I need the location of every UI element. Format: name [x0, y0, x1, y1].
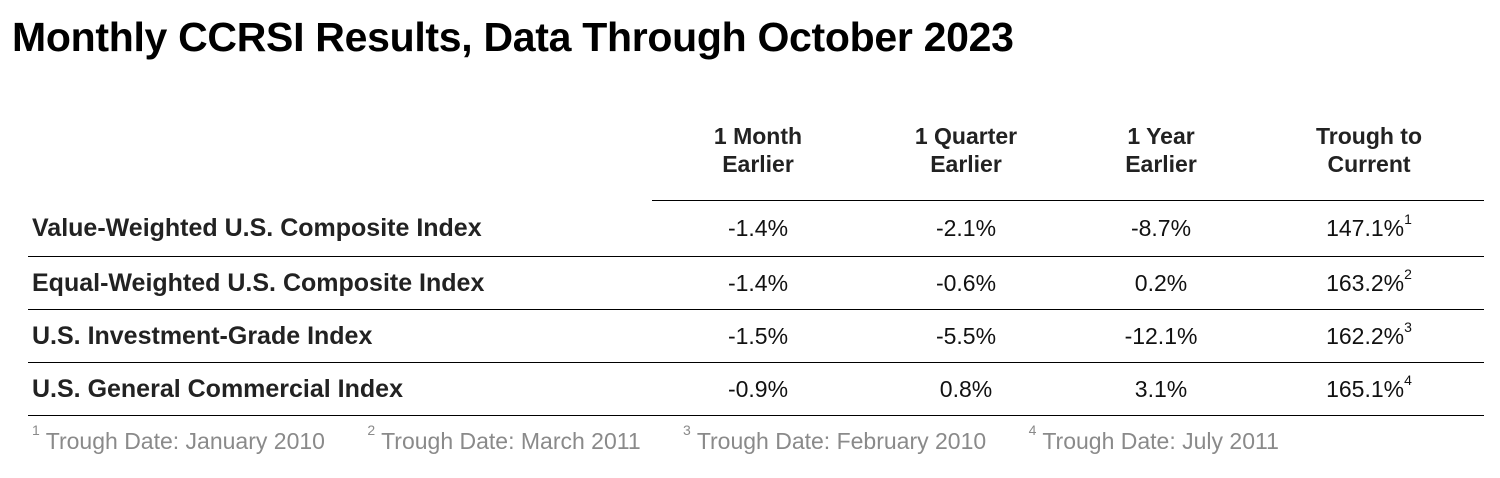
trough-value: 147.1%: [1326, 215, 1405, 241]
footnote-number: 3: [683, 422, 691, 438]
table-row: Equal-Weighted U.S. Composite Index -1.4…: [28, 256, 1484, 310]
column-header-line: Earlier: [1125, 151, 1197, 177]
cell-1-quarter: -5.5%: [864, 309, 1068, 363]
footnote-text: Trough Date: July 2011: [1042, 428, 1279, 454]
column-header-line: Earlier: [930, 151, 1002, 177]
column-header-line: 1 Month: [713, 123, 803, 149]
column-header-trough-to-current: Trough to Current: [1254, 118, 1484, 201]
table-row: Value-Weighted U.S. Composite Index -1.4…: [28, 200, 1484, 257]
column-header-line: Current: [1327, 151, 1411, 177]
cell-1-quarter: -2.1%: [864, 200, 1068, 257]
footnotes: 1 Trough Date: January 2010 2 Trough Dat…: [32, 422, 1315, 455]
footnote-marker: 1: [1404, 211, 1412, 227]
column-header-line: 1 Quarter: [914, 123, 1018, 149]
column-header-line: 1 Year: [1127, 123, 1195, 149]
footnote-marker: 4: [1404, 371, 1412, 388]
row-label: U.S. General Commercial Index: [28, 362, 652, 416]
footnote-item: 3 Trough Date: February 2010: [683, 422, 987, 455]
footnote-text: Trough Date: March 2011: [381, 428, 641, 454]
row-label: U.S. Investment-Grade Index: [28, 309, 652, 363]
cell-trough-to-current: 165.1%4: [1254, 362, 1484, 416]
trough-value: 163.2%: [1326, 269, 1405, 296]
row-label: Equal-Weighted U.S. Composite Index: [28, 256, 652, 310]
cell-trough-to-current: 162.2%3: [1254, 309, 1484, 363]
column-header-1-year: 1 Year Earlier: [1068, 118, 1254, 201]
footnote-marker: 3: [1404, 318, 1412, 335]
cell-1-year: -12.1%: [1068, 309, 1254, 363]
column-header-1-quarter: 1 Quarter Earlier: [864, 118, 1068, 201]
footnote-marker: 2: [1404, 265, 1412, 282]
column-header-line: Earlier: [722, 151, 794, 177]
footnote-text: Trough Date: February 2010: [696, 428, 987, 454]
table-header-row: 1 Month Earlier 1 Quarter Earlier 1 Year Ea…: [28, 118, 1484, 201]
footnote-item: 2 Trough Date: March 2011: [367, 422, 641, 455]
cell-1-month: -1.5%: [652, 309, 864, 363]
footnote-number: 2: [367, 422, 376, 438]
results-table: 1 Month Earlier 1 Quarter Earlier 1 Year Ea…: [28, 118, 1484, 416]
cell-trough-to-current: 163.2%2: [1254, 256, 1484, 310]
trough-value: 162.2%: [1326, 322, 1405, 349]
header-corner: [28, 118, 652, 201]
footnote-item: 1 Trough Date: January 2010: [32, 422, 325, 455]
cell-1-quarter: -0.6%: [864, 256, 1068, 310]
footnote-number: 4: [1028, 422, 1037, 438]
row-label: Value-Weighted U.S. Composite Index: [28, 200, 652, 257]
page-title: Monthly CCRSI Results, Data Through Octo…: [12, 14, 1014, 60]
cell-1-quarter: 0.8%: [864, 362, 1068, 416]
column-header-line: Trough to: [1315, 123, 1423, 149]
cell-1-month: -0.9%: [652, 362, 864, 416]
cell-1-year: 0.2%: [1068, 256, 1254, 310]
column-header-1-month: 1 Month Earlier: [652, 118, 864, 201]
footnote-item: 4 Trough Date: July 2011: [1029, 422, 1279, 455]
cell-1-month: -1.4%: [652, 200, 864, 257]
footnote-number: 1: [32, 422, 40, 438]
cell-1-year: 3.1%: [1068, 362, 1254, 416]
trough-value: 165.1%: [1326, 375, 1405, 402]
table-row: U.S. Investment-Grade Index -1.5% -5.5% …: [28, 309, 1484, 363]
footnote-text: Trough Date: January 2010: [45, 428, 325, 454]
table-row: U.S. General Commercial Index -0.9% 0.8%…: [28, 362, 1484, 416]
cell-1-month: -1.4%: [652, 256, 864, 310]
cell-trough-to-current: 147.1%1: [1254, 200, 1484, 257]
cell-1-year: -8.7%: [1068, 200, 1254, 257]
